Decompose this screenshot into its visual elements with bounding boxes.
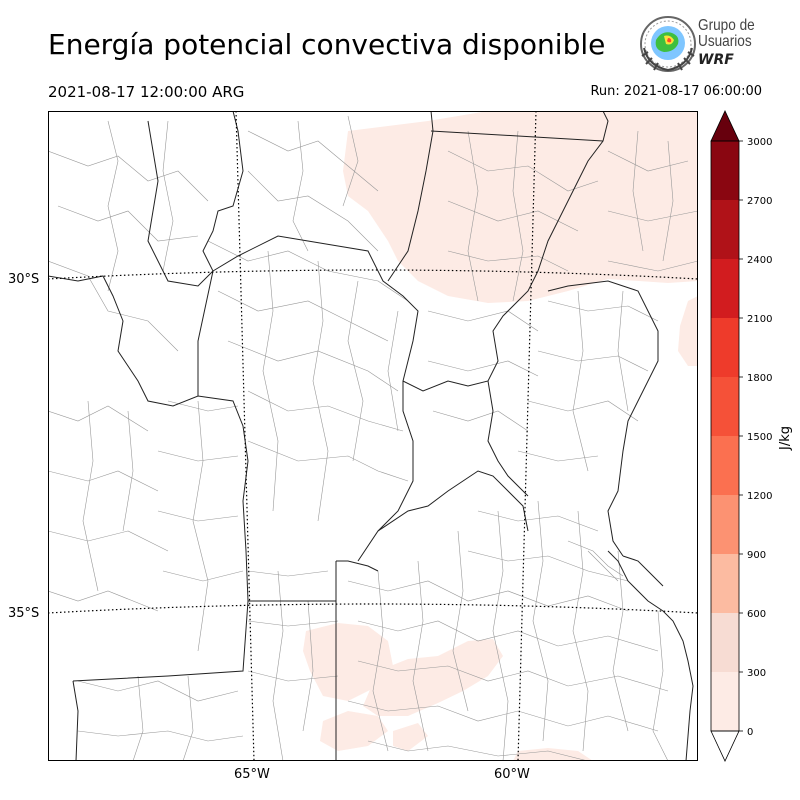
colorbar-bin-2400 [711,200,739,259]
colorbar: 0 300 600 900 1200 1500 1800 2100 2400 2700 3000 [710,110,772,762]
parallel-35s [48,603,698,614]
department-boundaries [48,115,698,761]
province-boundaries [48,111,659,761]
logo-text-wrf: WRF [698,52,734,68]
cape-area-north [343,111,698,303]
colorbar-tick-label: 1500 [747,432,772,443]
logo-emblem-icon [640,16,696,72]
cape-shading [303,111,698,761]
cape-area-south-2 [363,639,503,716]
colorbar-tick-label: 1800 [747,373,772,384]
cape-area-south-5 [393,723,428,751]
colorbar-bin-900 [711,495,739,554]
colorbar-tick-label: 900 [747,550,766,561]
logo-text-line1: Grupo de [698,17,755,34]
colorbar-bin-1500 [711,377,739,436]
colorbar-tick-label: 2700 [747,196,772,207]
cape-area-south-1 [303,623,393,701]
colorbar-tick-label: 0 [747,727,753,738]
colorbar-bin-600 [711,554,739,613]
colorbar-tick-label: 2400 [747,255,772,266]
map-frame [48,111,698,761]
run-time: Run: 2021-08-17 06:00:00 [590,84,762,99]
coastline [607,550,694,761]
colorbar-bin-1800 [711,318,739,377]
colorbar-tick-label: 2100 [747,314,772,325]
lon-label-60w: 60°W [494,767,530,782]
colorbar-bin-1200 [711,436,739,495]
meridian-60w [517,111,537,761]
colorbar-tick-label: 1200 [747,491,772,502]
lat-label-30s: 30°S [8,272,40,287]
colorbar-units-label: J/kg [778,426,793,450]
cape-area-east [678,296,698,366]
graticule [48,111,698,761]
colorbar-under-triangle [710,730,740,762]
lat-label-35s: 35°S [8,606,40,621]
colorbar-over-triangle [710,110,740,142]
map-title: Energía potencial convectiva disponible [48,28,606,61]
meridian-65w [235,111,255,761]
wrf-users-logo: Grupo de Usuarios WRF [638,14,768,74]
colorbar-tick-label: 300 [747,668,766,679]
logo-text-line2: Usuarios [698,33,752,50]
colorbar-tick-label: 600 [747,609,766,620]
colorbar-bin-0 [711,672,739,731]
colorbar-tick-label: 3000 [747,137,772,148]
colorbar-bin-300 [711,613,739,672]
colorbar-bin-2700 [711,141,739,200]
lon-label-65w: 65°W [234,767,270,782]
cape-area-south-4 [513,748,593,761]
colorbar-bin-2100 [711,259,739,318]
cape-area-south-3 [320,711,388,751]
cape-map[interactable] [48,111,698,761]
valid-time: 2021-08-17 12:00:00 ARG [48,83,245,101]
parallel-30s [48,269,698,280]
